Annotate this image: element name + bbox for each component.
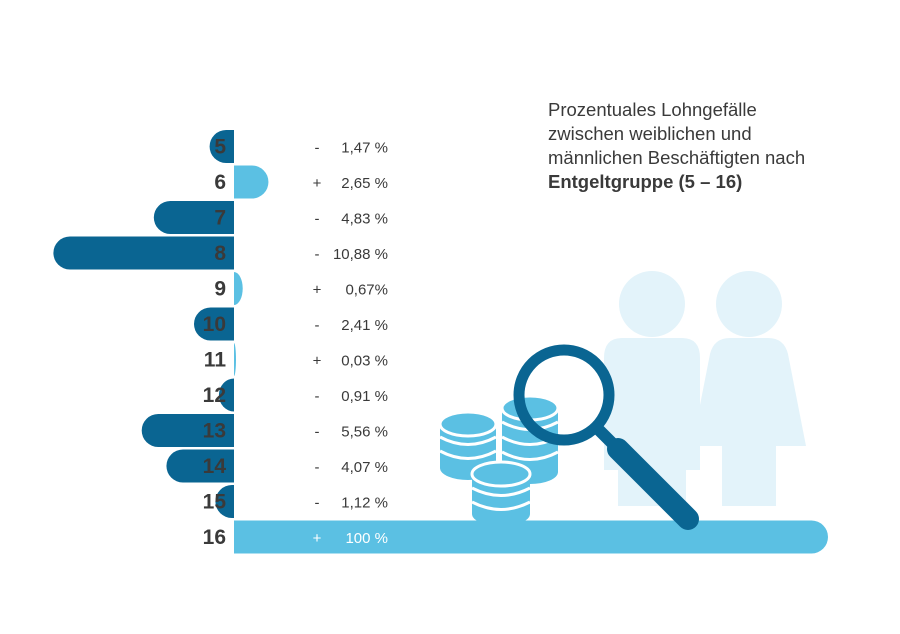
title-line-3: männlichen Beschäftigten nach	[548, 147, 806, 168]
value-label-12: 0,91 %	[341, 388, 388, 405]
illustration	[438, 271, 806, 526]
bar-group-12	[218, 378, 234, 412]
value-label-8: 10,88 %	[333, 246, 388, 263]
value-label-13: 5,56 %	[341, 424, 388, 441]
value-sign-6: +	[313, 175, 322, 192]
value-sign-16: +	[313, 530, 322, 547]
value-sign-7: -	[315, 211, 320, 228]
bar-group-9	[234, 272, 243, 305]
category-label-11: 11	[204, 349, 227, 372]
title-line-2: zwischen weiblichen und	[548, 123, 752, 144]
category-label-15: 15	[203, 491, 227, 514]
title-line-4: Entgeltgruppe (5 – 16)	[548, 171, 743, 192]
woman-icon	[692, 271, 806, 506]
magnifier-icon	[513, 344, 699, 530]
title-line-1: Prozentuales Lohngefälle	[548, 99, 757, 120]
bar-group-10	[193, 307, 234, 341]
value-sign-8: -	[315, 246, 320, 263]
category-label-14: 14	[203, 455, 227, 478]
bar-group-8	[53, 236, 235, 270]
value-sign-15: -	[315, 495, 320, 512]
category-label-10: 10	[203, 313, 226, 336]
chart-title: Prozentuales Lohngefälle zwischen weibli…	[548, 98, 805, 194]
value-sign-14: -	[315, 459, 320, 476]
value-label-16: 100 %	[345, 530, 388, 547]
value-label-10: 2,41 %	[341, 317, 388, 334]
value-label-5: 1,47 %	[341, 140, 388, 157]
category-label-9: 9	[214, 278, 226, 301]
category-label-12: 12	[203, 384, 226, 407]
value-sign-5: -	[315, 140, 320, 157]
value-sign-9: +	[313, 282, 322, 299]
bar-group-7	[153, 201, 234, 234]
value-sign-11: +	[313, 353, 322, 370]
value-label-9: 0,67%	[345, 282, 388, 299]
bar-group-15	[215, 485, 234, 518]
value-label-15: 1,12 %	[341, 495, 388, 512]
bar-group-16	[234, 520, 828, 554]
category-label-13: 13	[203, 420, 226, 443]
category-label-6: 6	[214, 171, 226, 194]
category-label-7: 7	[214, 207, 226, 230]
value-sign-12: -	[315, 388, 320, 405]
value-label-11: 0,03 %	[341, 353, 388, 370]
bar-group-14	[166, 449, 234, 483]
value-label-6: 2,65 %	[341, 175, 388, 192]
value-sign-13: -	[315, 424, 320, 441]
bar-group-5	[209, 130, 234, 163]
bars-layer	[53, 130, 828, 554]
bar-group-11	[234, 343, 236, 376]
coins-icon	[438, 394, 560, 526]
value-label-14: 4,07 %	[341, 459, 388, 476]
labels-layer: 5-1,47 %6 +2,65 %7-4,83 %8-10,88 %9 +0,67%…	[203, 136, 388, 550]
category-label-16: 16	[203, 526, 226, 549]
bar-group-6	[234, 165, 269, 199]
bar-group-13	[141, 414, 234, 447]
category-label-5: 5	[214, 136, 226, 159]
category-label-8: 8	[214, 242, 226, 265]
value-label-7: 4,83 %	[341, 211, 388, 228]
value-sign-10: -	[315, 317, 320, 334]
